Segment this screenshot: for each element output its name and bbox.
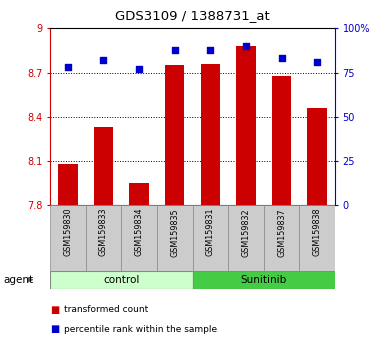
- Text: GSM159838: GSM159838: [313, 208, 321, 256]
- Text: GSM159830: GSM159830: [64, 208, 72, 256]
- Point: [278, 56, 285, 61]
- Point: [172, 47, 178, 52]
- Bar: [165, 65, 184, 205]
- Point: [314, 59, 320, 65]
- Bar: [85, 205, 121, 271]
- Text: GSM159831: GSM159831: [206, 208, 215, 256]
- Bar: [50, 271, 192, 289]
- Bar: [272, 75, 291, 205]
- Text: GSM159833: GSM159833: [99, 208, 108, 256]
- Bar: [129, 183, 149, 205]
- Text: agent: agent: [4, 275, 34, 285]
- Bar: [307, 108, 327, 205]
- Text: ■: ■: [50, 305, 59, 315]
- Point: [243, 43, 249, 49]
- Text: GDS3109 / 1388731_at: GDS3109 / 1388731_at: [115, 9, 270, 22]
- Bar: [264, 205, 300, 271]
- Point: [100, 57, 107, 63]
- Text: Sunitinib: Sunitinib: [241, 275, 287, 285]
- Text: transformed count: transformed count: [64, 305, 148, 314]
- Bar: [236, 46, 256, 205]
- Bar: [228, 205, 264, 271]
- Bar: [300, 205, 335, 271]
- Bar: [58, 164, 78, 205]
- Bar: [94, 127, 113, 205]
- Point: [65, 64, 71, 70]
- Text: GSM159834: GSM159834: [135, 208, 144, 256]
- Bar: [192, 205, 228, 271]
- Text: GSM159837: GSM159837: [277, 208, 286, 257]
- Bar: [192, 271, 335, 289]
- Point: [207, 47, 213, 52]
- Text: ■: ■: [50, 324, 59, 334]
- Text: GSM159832: GSM159832: [241, 208, 250, 257]
- Bar: [157, 205, 192, 271]
- Point: [136, 66, 142, 72]
- Text: percentile rank within the sample: percentile rank within the sample: [64, 325, 217, 334]
- Text: control: control: [103, 275, 139, 285]
- Bar: [121, 205, 157, 271]
- Bar: [201, 64, 220, 205]
- Bar: [50, 205, 85, 271]
- Text: GSM159835: GSM159835: [170, 208, 179, 257]
